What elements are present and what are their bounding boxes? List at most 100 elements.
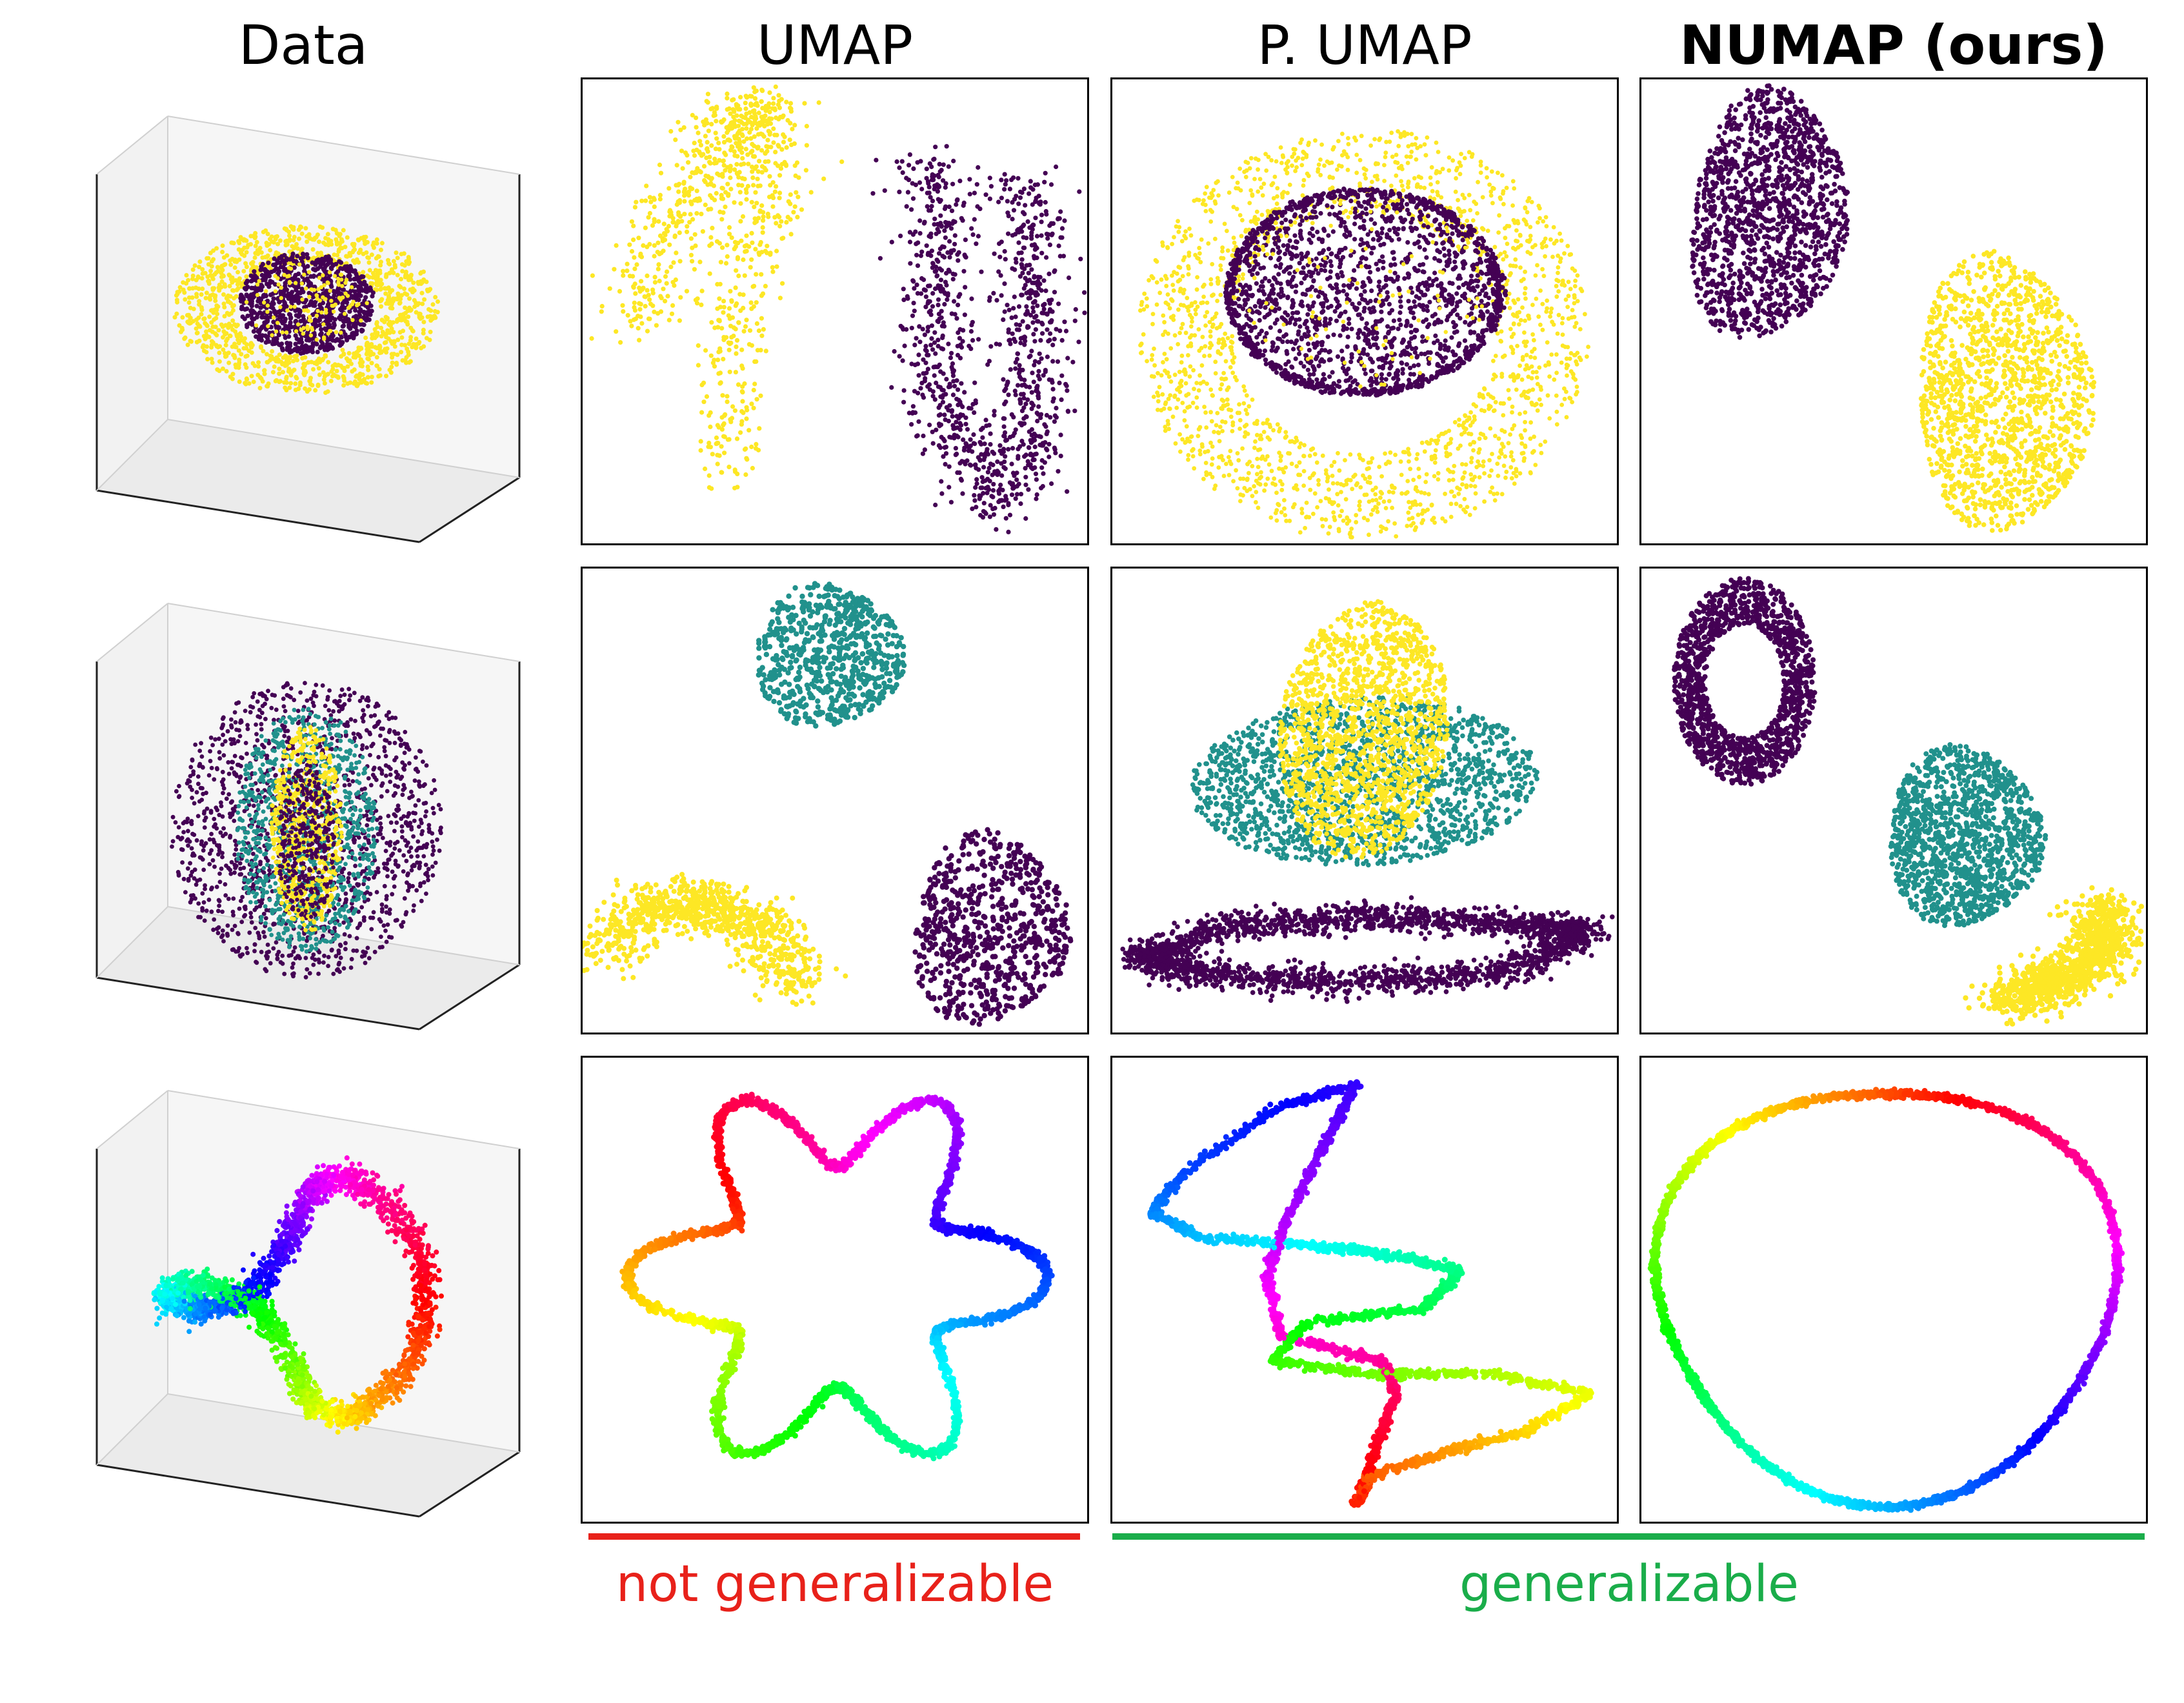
point xyxy=(734,113,739,118)
point xyxy=(951,426,956,431)
point xyxy=(336,290,341,296)
point xyxy=(723,168,728,173)
point xyxy=(334,261,339,267)
point xyxy=(366,308,372,314)
point xyxy=(292,305,297,309)
point xyxy=(952,299,957,304)
point xyxy=(1043,369,1048,374)
point xyxy=(1555,331,1560,336)
point xyxy=(242,245,247,250)
point xyxy=(937,403,943,408)
point xyxy=(665,294,670,299)
point xyxy=(237,241,242,245)
point xyxy=(1193,300,1197,305)
point xyxy=(1245,393,1249,398)
point xyxy=(352,260,357,265)
point xyxy=(628,319,633,324)
point xyxy=(234,345,239,350)
point xyxy=(187,286,192,291)
point xyxy=(1336,450,1340,456)
point xyxy=(1053,450,1058,456)
point xyxy=(1277,466,1281,471)
point xyxy=(934,380,939,385)
point xyxy=(1045,447,1050,453)
point xyxy=(772,132,777,137)
point xyxy=(706,473,712,478)
point xyxy=(1048,182,1054,187)
point xyxy=(714,105,719,110)
point xyxy=(703,348,708,353)
column-title-numap: NUMAP (ours) xyxy=(1639,6,2148,84)
point xyxy=(652,309,657,314)
point xyxy=(1030,280,1035,285)
point xyxy=(911,301,916,306)
point xyxy=(1526,374,1531,379)
point xyxy=(638,314,643,319)
point xyxy=(339,354,344,359)
point xyxy=(1408,505,1413,510)
point xyxy=(1214,311,1219,316)
point xyxy=(1031,379,1036,385)
point xyxy=(1177,432,1182,437)
point xyxy=(874,157,879,163)
point xyxy=(1176,342,1181,347)
point xyxy=(344,277,349,282)
point xyxy=(1211,188,1216,192)
point xyxy=(972,410,977,416)
point xyxy=(694,116,699,121)
point xyxy=(326,359,331,365)
point xyxy=(959,381,964,386)
point xyxy=(723,261,729,266)
point xyxy=(243,354,248,359)
point xyxy=(194,294,199,299)
point xyxy=(362,238,367,243)
point xyxy=(1210,444,1215,449)
point xyxy=(365,255,370,260)
point xyxy=(1511,298,1516,303)
point xyxy=(692,153,697,158)
point xyxy=(1161,332,1165,338)
point xyxy=(197,338,202,343)
point xyxy=(950,271,956,277)
point xyxy=(1157,290,1163,296)
point xyxy=(923,288,928,293)
point xyxy=(1023,466,1028,471)
point xyxy=(677,230,682,236)
point xyxy=(277,371,282,376)
point xyxy=(1014,470,1019,476)
point xyxy=(406,349,411,354)
point xyxy=(1005,303,1010,308)
point xyxy=(1230,334,1235,339)
point xyxy=(1490,201,1495,206)
point xyxy=(1501,463,1507,469)
point xyxy=(187,321,192,326)
point xyxy=(353,308,358,313)
point xyxy=(370,270,376,276)
point xyxy=(968,346,974,351)
point xyxy=(317,239,322,245)
point xyxy=(206,279,211,284)
point xyxy=(901,287,906,292)
point xyxy=(803,168,808,173)
point xyxy=(1208,219,1214,224)
point xyxy=(1510,404,1515,409)
point xyxy=(394,250,399,256)
point xyxy=(1498,196,1503,201)
point xyxy=(341,228,346,233)
point xyxy=(336,374,341,379)
point xyxy=(969,226,974,231)
point xyxy=(716,141,721,146)
point xyxy=(277,367,282,372)
point xyxy=(733,370,738,375)
point xyxy=(374,363,379,368)
point xyxy=(1292,220,1297,225)
point xyxy=(317,372,322,378)
point xyxy=(1456,423,1461,428)
point xyxy=(927,234,932,239)
point xyxy=(656,267,661,272)
point xyxy=(288,381,294,386)
point xyxy=(1407,517,1412,521)
point xyxy=(1015,351,1020,356)
point xyxy=(1231,248,1236,252)
point xyxy=(985,452,990,457)
